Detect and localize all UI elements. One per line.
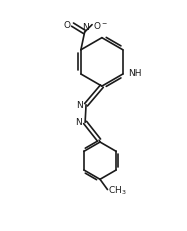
Text: CH$_3$: CH$_3$ [108, 183, 127, 196]
Text: N: N [75, 118, 82, 127]
Text: N: N [76, 100, 83, 109]
Text: NH: NH [128, 68, 142, 77]
Text: N: N [82, 23, 88, 32]
Text: O$^-$: O$^-$ [93, 20, 108, 31]
Text: O: O [64, 21, 71, 30]
